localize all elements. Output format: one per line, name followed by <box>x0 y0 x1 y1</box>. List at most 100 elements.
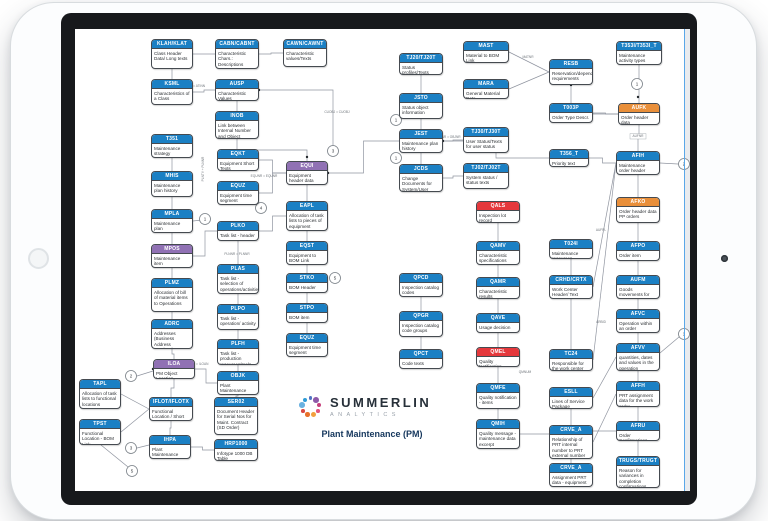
table-node-inob[interactable]: INOB Link between Internal Number and Obj… <box>215 111 259 139</box>
table-node-plpo[interactable]: PLPO Task list - operation/ activity <box>217 304 259 330</box>
table-node-ausp[interactable]: AUSP Characteristic Values <box>215 79 259 101</box>
table-node-mpos[interactable]: MPOS Maintenance item <box>151 244 193 268</box>
table-node-afvc[interactable]: AFVC Operation within an order <box>616 309 660 333</box>
table-node-eqst[interactable]: EQST Equipment to BOM Link <box>286 241 328 265</box>
table-node-qmih[interactable]: QMIH Quality message - maintenance data e… <box>476 419 520 449</box>
table-node-mpla[interactable]: MPLA Maintenance plan <box>151 209 193 233</box>
table-node-plas[interactable]: PLAS Task list - selection of operations/… <box>217 264 259 294</box>
table-node-afvv[interactable]: AFVV quantities, dates and values in the … <box>616 343 660 371</box>
table-description: Task list - header <box>220 232 255 238</box>
table-node-tc24[interactable]: TC24 Responsible for the work center <box>549 349 593 371</box>
table-node-t356t[interactable]: T356_T Priority text <box>549 149 589 167</box>
table-node-qpcd[interactable]: QPCD Inspection catalog codes <box>399 273 443 297</box>
svg-text:3: 3 <box>332 149 335 154</box>
offpage-connector[interactable]: 4 <box>255 202 267 214</box>
table-node-equi[interactable]: EQUI Equipment header data <box>286 161 328 185</box>
relationship-line <box>592 162 617 288</box>
table-node-ser[interactable]: SER02 Document Header for Serial Nos for … <box>214 397 258 435</box>
table-description: Goods movements for order <box>619 286 650 299</box>
table-description: Characteristic Chars.: Descriptions <box>218 50 247 67</box>
table-node-afko[interactable]: AFKO Order header data PP orders <box>616 197 660 223</box>
table-node-qmfe[interactable]: QMFE Quality notification - items <box>476 383 520 409</box>
table-node-stko[interactable]: STKO BOM Header <box>286 273 328 293</box>
table-node-aufk[interactable]: AUFK Order header data <box>618 103 660 125</box>
table-node-qmel[interactable]: QMEL Quality Notification <box>476 347 520 367</box>
table-name: EQUZ <box>287 334 327 343</box>
offpage-connector[interactable]: 2 <box>125 370 137 382</box>
table-description: Usage decision <box>479 324 511 330</box>
table-node-esll[interactable]: ESLL Lines of Service Package <box>549 387 593 409</box>
table-name: MPLA <box>152 210 192 219</box>
table-description: Characteristic Values <box>218 90 247 101</box>
table-node-iflot[interactable]: IFLOT/IFLOTX Functional Location / Short … <box>149 397 193 421</box>
table-node-t351[interactable]: T351 Maintenance strategy <box>151 134 193 158</box>
table-node-jest[interactable]: JEST Maintenance plan history <box>399 129 443 153</box>
table-node-hrp[interactable]: HRP1000 Infotype 1000 DB Table <box>214 439 258 461</box>
table-node-stpo[interactable]: STPO BOM item <box>286 303 328 323</box>
table-node-qave[interactable]: QAVE Usage decision <box>476 313 520 333</box>
table-node-iloa[interactable]: ILOA PM Object Location <box>153 359 195 379</box>
table-node-tpst[interactable]: TPST Functional Location - BOM Link <box>79 419 121 445</box>
table-node-qamr[interactable]: QAMR Characteristic results <box>476 277 520 299</box>
offpage-connector[interactable]: 1 <box>631 78 643 90</box>
table-node-t024i[interactable]: T024I Maintenance resources <box>549 239 593 259</box>
table-node-afih[interactable]: AFIH Maintenance order header <box>616 151 660 175</box>
table-node-plmz[interactable]: PLMZ Allocation of bill of material items… <box>151 278 193 312</box>
table-node-plko[interactable]: PLKO Task list - header <box>217 221 259 241</box>
offpage-connector[interactable]: 3 <box>125 442 137 454</box>
home-button[interactable] <box>28 248 49 269</box>
table-node-mast[interactable]: MAST Material to BOM Link <box>463 41 509 63</box>
table-description: Status object information <box>402 104 429 116</box>
table-description: Task list - production resources/tools <box>220 350 252 365</box>
table-node-afpo[interactable]: AFPO Order item <box>616 241 660 261</box>
table-node-t353i[interactable]: T353I/T353I_T Maintenance activity types <box>616 41 662 65</box>
table-node-qals[interactable]: QALS Inspection lot record <box>476 201 520 223</box>
table-node-trugs[interactable]: TRUGS/TRUGT Reason for variances in compl… <box>616 456 660 488</box>
offpage-connector[interactable]: 5 <box>329 272 341 284</box>
table-name: QPCD <box>400 274 442 283</box>
offpage-connector[interactable]: 1 <box>199 213 211 225</box>
table-node-tapl[interactable]: TAPL Allocation of task lists to function… <box>79 379 121 409</box>
table-node-eapl[interactable]: EAPL Allocation of task lists to pieces o… <box>286 201 328 231</box>
offpage-connector[interactable]: 3 <box>327 145 339 157</box>
table-node-crhd[interactable]: CRHD/CRTX Work Center Header/ Text <box>549 275 593 299</box>
table-node-afru[interactable]: AFRU Order Confirmations <box>616 421 660 441</box>
relationship-line <box>235 395 239 397</box>
table-node-jsto[interactable]: JSTO Status object information <box>399 93 443 119</box>
table-node-tj02[interactable]: TJ02/TJ02T System status / status texts <box>463 163 509 189</box>
table-node-qamv[interactable]: QAMV Characteristic specifications <box>476 241 520 265</box>
table-node-cabn[interactable]: CABN/CABNT Characteristic Chars.: Descrip… <box>215 39 259 69</box>
offpage-connector[interactable]: 5 <box>126 465 138 477</box>
table-node-qpgr[interactable]: QPGR Inspection catalog code groups <box>399 311 443 337</box>
table-node-affh[interactable]: AFFH PRT assignment data for the work ord… <box>616 381 660 407</box>
table-name: PLFH <box>218 340 258 349</box>
table-description: Maintenance plan history <box>154 182 181 194</box>
table-node-crvea2[interactable]: CRVE_A Assignment PRT data - equipment <box>549 463 593 487</box>
table-node-equz1[interactable]: EQUZ Equipment time segment <box>217 181 259 205</box>
table-name: QMIH <box>477 420 519 429</box>
table-node-ksml[interactable]: KSML Characteristics of a Class <box>151 79 193 105</box>
table-node-crvea1[interactable]: CRVE_A Relationship of PRT internal numbe… <box>549 425 593 459</box>
table-description: Infotype 1000 DB Table <box>217 450 253 461</box>
offpage-connector[interactable]: 1 <box>390 152 402 164</box>
table-node-qpct[interactable]: QPCT Code texts <box>399 349 443 369</box>
table-node-equz2[interactable]: EQUZ Equipment time segment <box>286 333 328 357</box>
table-description: Characteristic specifications <box>479 252 508 264</box>
table-node-mhis[interactable]: MHIS Maintenance plan history <box>151 171 193 197</box>
table-node-tj30[interactable]: TJ30/TJ30T User Status/Texts for user sta… <box>463 127 509 153</box>
table-description: Work Center Header/ Text <box>552 286 578 298</box>
table-node-t003p[interactable]: T003P Order Type Descr. <box>549 103 593 123</box>
table-node-tj20[interactable]: TJ20/TJ20T Status profiles/Texts <box>399 53 443 75</box>
table-node-klah[interactable]: KLAH/KLAT Class Header Data/ Long texts <box>151 39 193 69</box>
table-node-plfh[interactable]: PLFH Task list - production resources/too… <box>217 339 259 365</box>
offpage-connector[interactable]: 1 <box>390 114 402 126</box>
table-node-cawn[interactable]: CAWN/CAWNT Characteristic values/Texts <box>283 39 327 67</box>
table-node-mara[interactable]: MARA General Material Data <box>463 79 509 99</box>
table-node-eqkt[interactable]: EQKT Equipment Short Texts <box>217 149 259 171</box>
